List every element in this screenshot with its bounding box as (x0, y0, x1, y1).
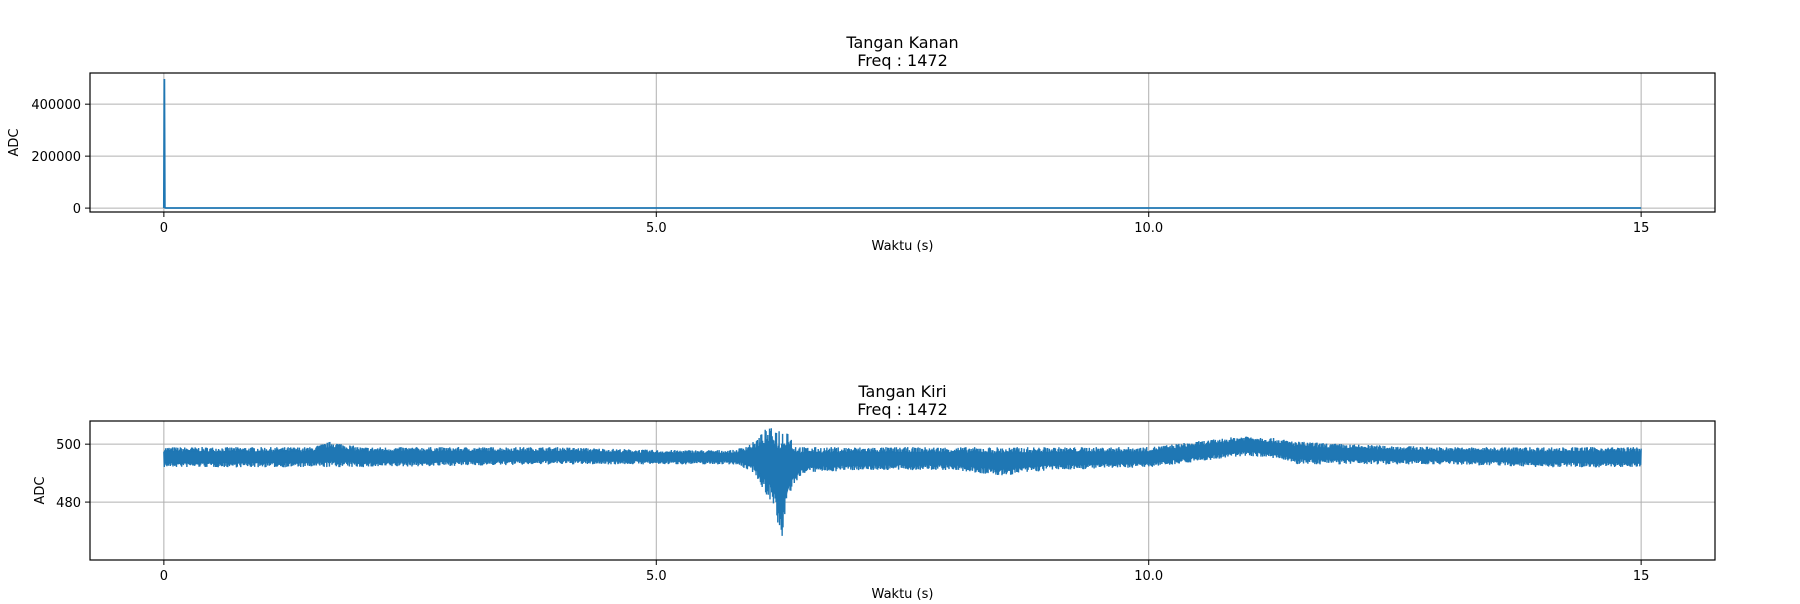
y-tick-label: 480 (56, 496, 81, 511)
y-axis-label: ADC (33, 477, 48, 505)
x-tick-label: 10.0 (1134, 221, 1163, 236)
x-tick-label: 10.0 (1134, 569, 1163, 584)
x-tick-label: 5.0 (646, 569, 667, 584)
x-axis-label: Waktu (s) (872, 587, 934, 600)
y-tick-label: 400000 (31, 98, 81, 113)
x-axis-label: Waktu (s) (872, 239, 934, 254)
y-axis-label: ADC (7, 129, 22, 157)
chart-title: Tangan Kanan (845, 33, 958, 52)
x-tick-label: 0 (160, 221, 168, 236)
y-tick-label: 500 (56, 438, 81, 453)
y-tick-label: 200000 (31, 150, 81, 165)
chart-title: Tangan Kiri (857, 382, 946, 401)
x-tick-label: 5.0 (646, 221, 667, 236)
x-tick-label: 15 (1633, 569, 1650, 584)
series-band (163, 440, 1642, 504)
chart-subtitle: Freq : 1472 (857, 400, 948, 419)
axes-frame (89, 72, 1716, 213)
x-tick-label: 0 (160, 569, 168, 584)
x-tick-label: 15 (1633, 221, 1650, 236)
axes-frame (89, 420, 1716, 561)
y-tick-label: 0 (73, 202, 81, 217)
chart-subtitle: Freq : 1472 (857, 51, 948, 70)
series-line (162, 78, 1642, 209)
